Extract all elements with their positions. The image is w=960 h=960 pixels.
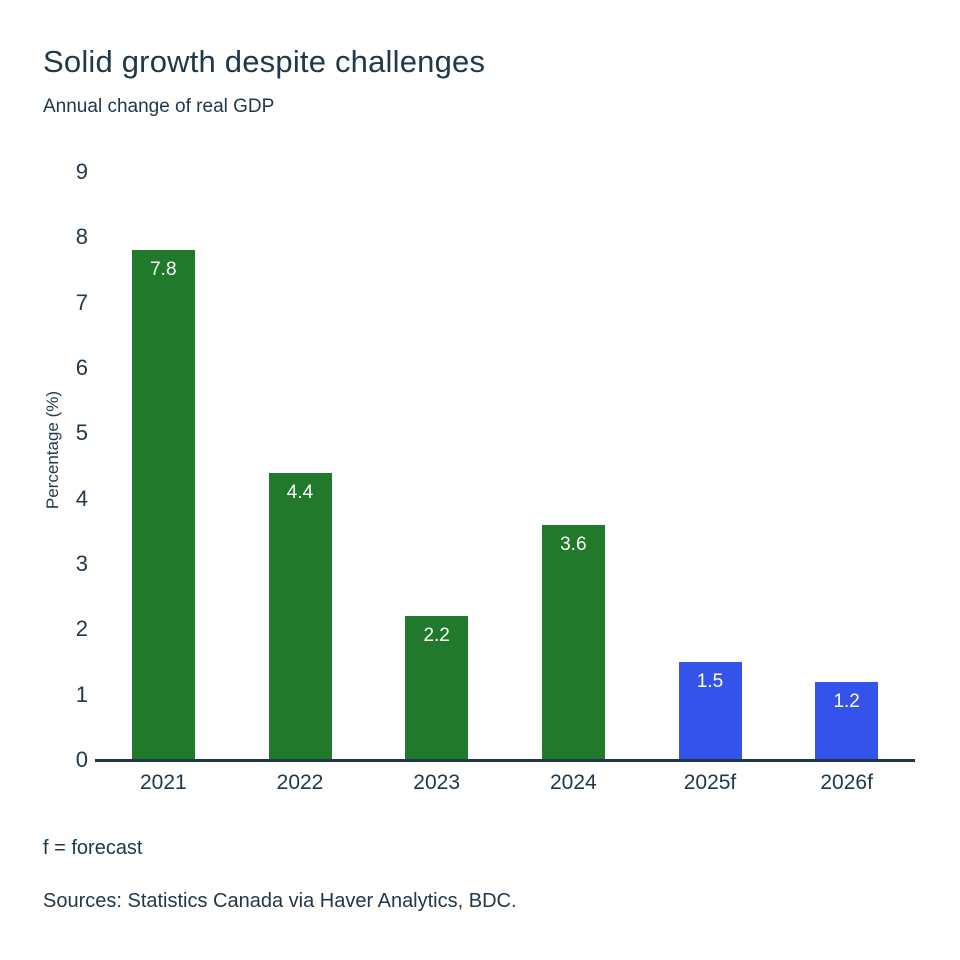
bar-2022: 4.4	[268, 472, 332, 760]
y-tick-label-5: 5	[75, 420, 88, 446]
bar-value-label-2026f: 1.2	[833, 690, 860, 712]
y-tick-label-9: 9	[75, 159, 88, 184]
y-tick-label-1: 1	[75, 681, 88, 707]
y-tick-label-2: 2	[75, 616, 88, 642]
bar-value-label-2023: 2.2	[423, 625, 450, 647]
y-tick-label-3: 3	[75, 551, 88, 576]
chart-title: Solid growth despite challenges	[43, 44, 486, 79]
x-tick-label-2022: 2022	[276, 771, 324, 794]
x-tick-label-2023: 2023	[413, 771, 461, 794]
bar-2021: 7.8	[131, 250, 195, 760]
x-tick-label-2025f: 2025f	[683, 771, 737, 794]
chart-subtitle: Annual change of real GDP	[43, 96, 275, 117]
x-axis-line	[95, 759, 915, 762]
footnote-sources: Sources: Statistics Canada via Haver Ana…	[43, 890, 517, 912]
y-tick-label-6: 6	[75, 355, 88, 380]
bar-value-label-2024: 3.6	[560, 533, 587, 555]
bar-2025f: 1.5	[678, 662, 742, 760]
y-tick-label-8: 8	[75, 224, 88, 250]
bar-2024: 3.6	[541, 524, 605, 760]
bar-value-label-2025f: 1.5	[696, 671, 724, 692]
x-tick-label-2024: 2024	[549, 771, 597, 794]
bar-2023: 2.2	[405, 616, 469, 760]
x-tick-label-2026f: 2026f	[820, 771, 873, 794]
y-tick-label-4: 4	[75, 485, 88, 511]
footnote-forecast: f = forecast	[43, 837, 143, 859]
bar-value-label-2022: 4.4	[286, 481, 314, 503]
y-tick-label-0: 0	[75, 747, 88, 772]
y-tick-label-7: 7	[75, 289, 88, 315]
bar-value-label-2021: 7.8	[150, 259, 177, 281]
bar-2026f: 1.2	[815, 681, 879, 760]
x-tick-label-2021: 2021	[139, 771, 187, 794]
